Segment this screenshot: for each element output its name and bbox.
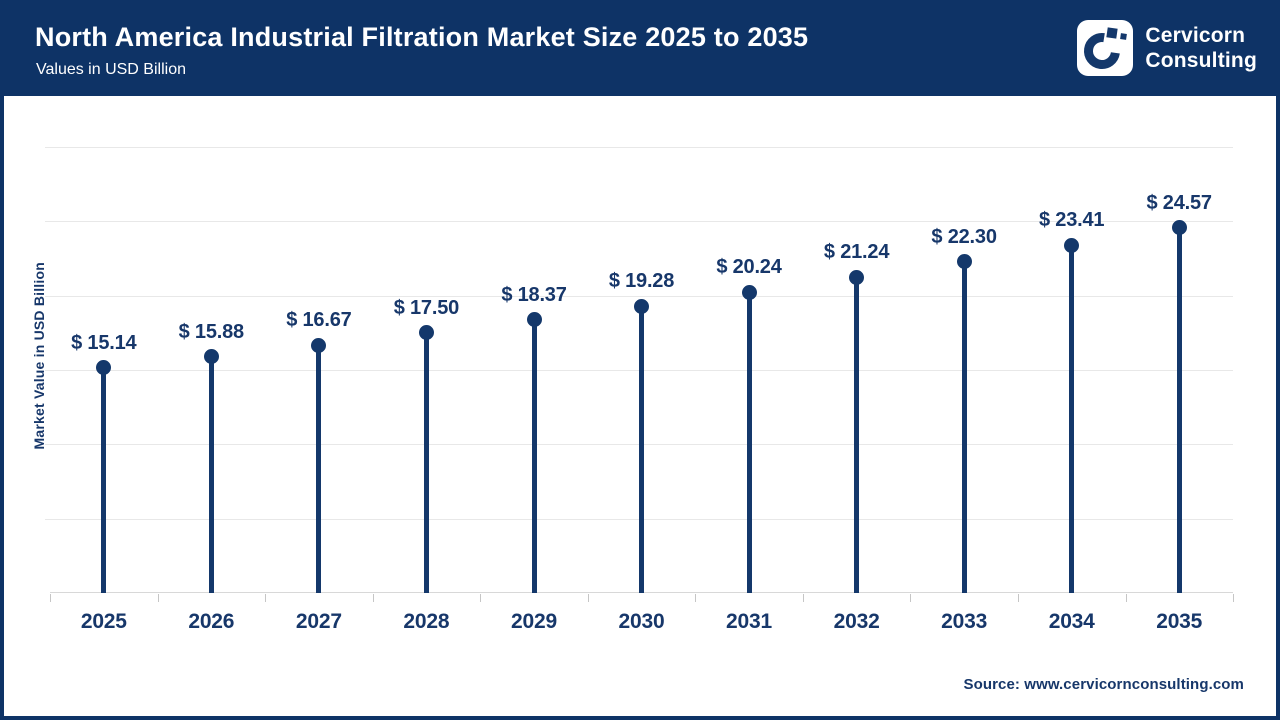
data-label: $ 23.41 (1039, 209, 1105, 231)
x-axis-category-label: 2032 (833, 610, 880, 633)
data-label: $ 20.24 (716, 256, 782, 279)
x-axis-tick (1233, 594, 1234, 602)
x-axis-category-label: 2034 (1048, 610, 1095, 633)
chart-subtitle: Values in USD Billion (36, 61, 186, 78)
lollipop-stem (961, 261, 967, 593)
data-label: $ 15.14 (71, 331, 137, 354)
data-label: $ 17.50 (393, 296, 460, 319)
brand-name: Cervicorn Consulting (1145, 23, 1257, 73)
lollipop-marker (634, 298, 649, 314)
x-axis-tick (695, 594, 697, 602)
lollipop-marker (418, 325, 434, 341)
data-label: $ 18.37 (501, 283, 567, 306)
brand-logo: Cervicorn Consulting (1077, 20, 1257, 76)
x-axis-category-label: 2030 (618, 610, 665, 633)
lollipop-marker (203, 349, 219, 365)
brand-name-line1: Cervicorn (1145, 24, 1246, 47)
x-axis-tick (910, 594, 912, 602)
lollipop-stem (854, 277, 860, 593)
lollipop-stem (639, 306, 644, 593)
plot-area: $ 15.14 2025 $ 15.88 2026 $ 16.67 2027 $ 17.50… (45, 147, 1234, 633)
gridline (45, 221, 1233, 223)
lollipop-stem (1176, 227, 1182, 593)
header: North America Industrial Filtration Mark… (0, 0, 1280, 96)
x-axis-category-label: 2028 (403, 610, 450, 633)
x-axis-category-label: 2031 (726, 610, 772, 633)
cervicorn-logo-icon (1077, 20, 1134, 76)
x-axis-tick (157, 594, 159, 602)
x-axis-category-label: 2026 (188, 610, 235, 633)
x-axis-tick (587, 594, 589, 602)
lollipop-marker (1064, 237, 1080, 253)
y-axis-title: Market Value in USD Billion (31, 262, 47, 450)
data-label: $ 21.24 (823, 241, 890, 264)
brand-name-line2: Consulting (1145, 49, 1257, 72)
data-label: $ 24.57 (1146, 191, 1213, 214)
x-axis-tick (480, 594, 482, 602)
lollipop-marker (849, 269, 865, 285)
lollipop-stem (423, 332, 429, 593)
data-label: $ 15.88 (178, 320, 245, 343)
gridline (45, 147, 1233, 148)
x-axis-category-label: 2033 (941, 610, 988, 633)
x-axis-category-label: 2027 (295, 610, 342, 633)
lollipop-marker (956, 254, 972, 269)
lollipop-marker (311, 337, 327, 353)
lollipop-stem (208, 356, 214, 593)
lollipop-stem (531, 319, 537, 593)
lollipop-stem (746, 292, 752, 593)
x-axis-category-label: 2025 (80, 610, 127, 633)
x-axis-tick (265, 594, 267, 602)
lollipop-marker (526, 312, 542, 328)
lollipop-marker (96, 360, 112, 376)
lollipop-stem (1069, 245, 1075, 593)
x-axis-category-label: 2035 (1156, 610, 1203, 633)
lollipop-marker (1171, 220, 1187, 236)
page-title: North America Industrial Filtration Mark… (35, 22, 809, 52)
x-axis-tick (1017, 594, 1019, 602)
lollipop-stem (101, 367, 107, 593)
source-text: Source: www.cervicornconsulting.com (963, 676, 1244, 693)
x-axis-tick (372, 594, 374, 602)
data-label: $ 22.30 (931, 225, 997, 248)
lollipop-marker (741, 284, 757, 300)
x-axis-tick (1125, 594, 1127, 602)
x-axis-tick (802, 594, 804, 602)
lollipop-stem (316, 345, 322, 593)
x-axis-category-label: 2029 (511, 610, 557, 633)
gridline (45, 295, 1233, 297)
data-label: $ 16.67 (286, 309, 352, 332)
data-label: $ 19.28 (608, 270, 675, 293)
x-axis-tick (50, 594, 51, 602)
